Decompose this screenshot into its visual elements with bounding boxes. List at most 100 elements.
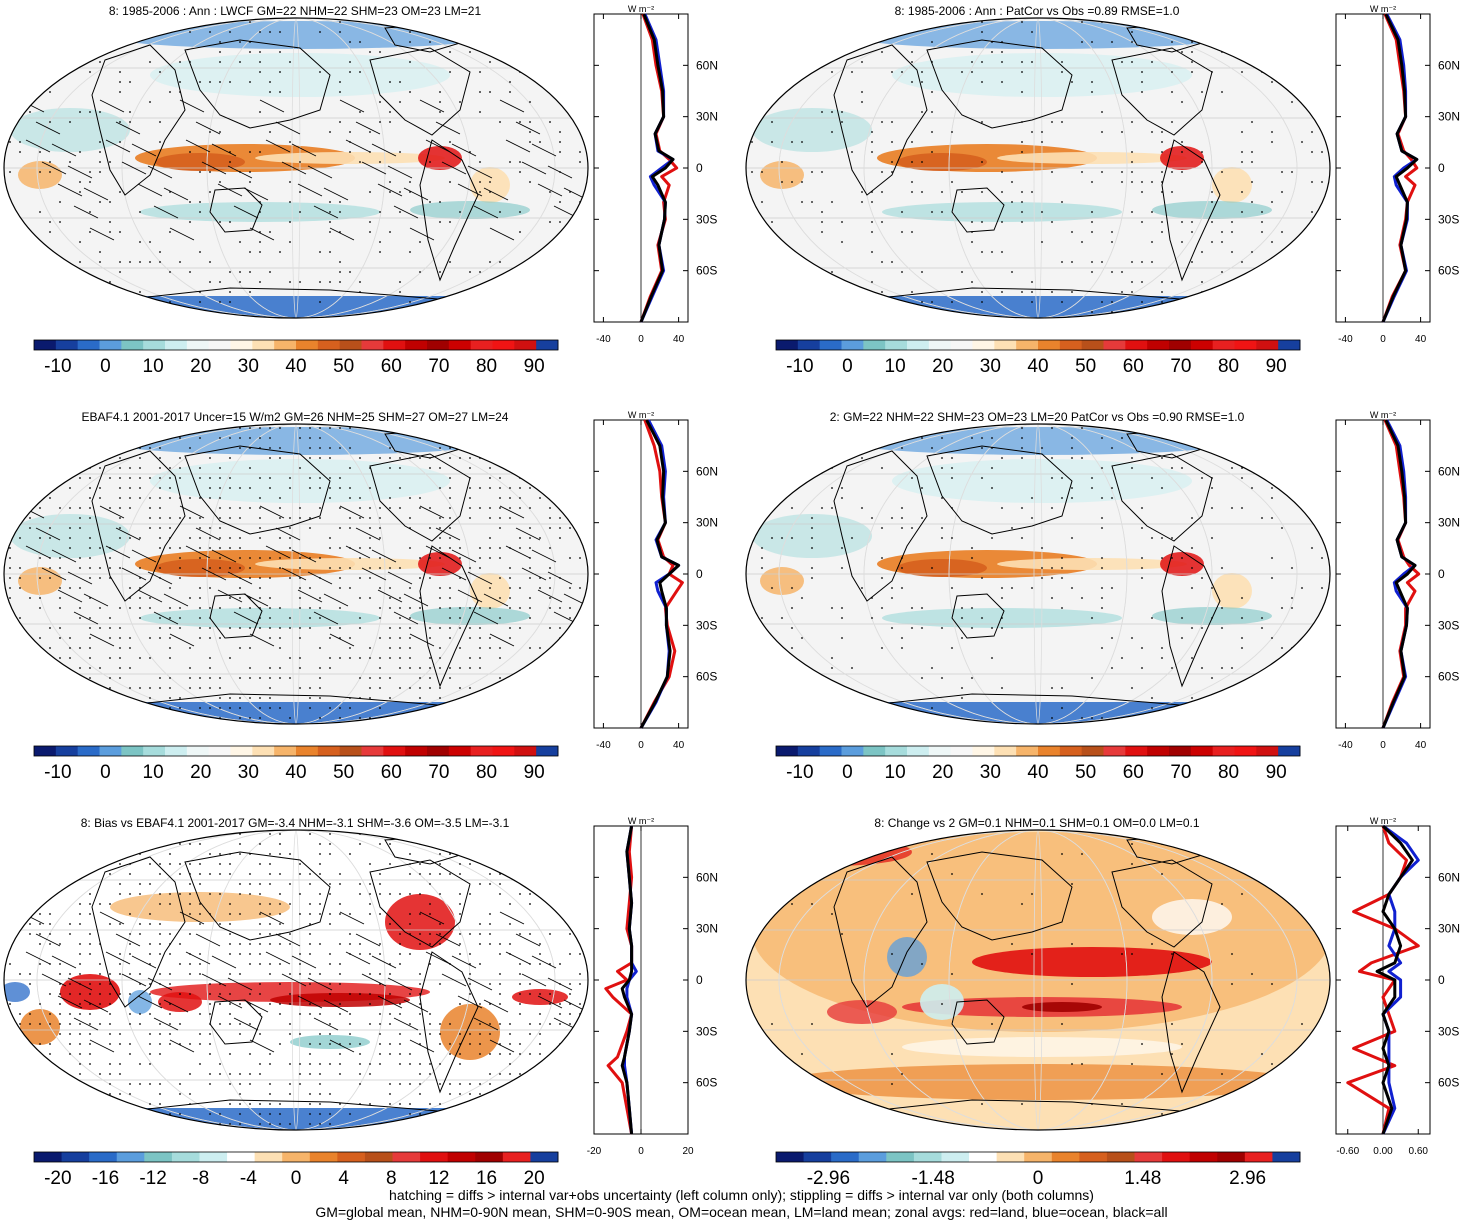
- stipple-dot: [69, 487, 71, 489]
- colorbar-swatch: [1059, 340, 1083, 350]
- stipple-dot: [1201, 301, 1203, 303]
- stipple-dot: [1181, 321, 1183, 323]
- hatch-line: [201, 973, 227, 987]
- stipple-dot: [159, 1083, 161, 1085]
- colorbar-frame: [33, 745, 559, 757]
- stipple-dot: [1271, 131, 1273, 133]
- stipple-dot: [459, 707, 461, 709]
- stipple-dot: [1221, 697, 1223, 699]
- stipple-dot: [1211, 507, 1213, 509]
- stipple-dot: [891, 1083, 893, 1085]
- stipple-dot: [349, 447, 351, 449]
- stipple-dot: [329, 737, 331, 739]
- stipple-dot: [149, 843, 151, 845]
- map-field-patch: [782, 1064, 1302, 1100]
- stipple-dot: [499, 1133, 501, 1135]
- stipple-dot: [1151, 707, 1153, 709]
- stipple-dot: [469, 707, 471, 709]
- hatch-line: [644, 1000, 668, 1012]
- stipple-dot: [179, 893, 181, 895]
- stipple-dot: [299, 607, 301, 609]
- stipple-dot: [389, 507, 391, 509]
- stipple-dot: [821, 231, 823, 233]
- stipple-dot: [369, 697, 371, 699]
- stipple-dot: [1311, 547, 1313, 549]
- stipple-dot: [1131, 121, 1133, 123]
- stipple-dot: [219, 923, 221, 925]
- stipple-dot: [469, 1033, 471, 1035]
- stipple-dot: [239, 1083, 241, 1085]
- stipple-dot: [1161, 457, 1163, 459]
- stipple-dot: [1331, 131, 1333, 133]
- stipple-dot: [359, 993, 361, 995]
- stipple-dot: [159, 1093, 161, 1095]
- stipple-dot: [931, 707, 933, 709]
- stipple-dot: [99, 487, 101, 489]
- stipple-dot: [329, 923, 331, 925]
- stipple-dot: [189, 893, 191, 895]
- stipple-dot: [129, 81, 131, 83]
- stipple-dot: [831, 487, 833, 489]
- stipple-dot: [529, 71, 531, 73]
- colorbar-swatch: [1234, 746, 1257, 756]
- stipple-dot: [479, 91, 481, 93]
- stipple-dot: [189, 61, 191, 63]
- stipple-dot: [1241, 893, 1243, 895]
- stipple-dot: [791, 81, 793, 83]
- stipple-dot: [599, 963, 601, 965]
- stipple-dot: [1121, 321, 1123, 323]
- colorbar-tick-label: 80: [1218, 356, 1239, 377]
- stipple-dot: [229, 547, 231, 549]
- stipple-dot: [49, 707, 51, 709]
- map-field-patch: [882, 202, 1122, 222]
- colorbar-tick-label: 0: [100, 762, 111, 783]
- stipple-dot: [761, 517, 763, 519]
- stipple-dot: [59, 447, 61, 449]
- stipple-dot: [119, 657, 121, 659]
- colorbar-tick-label: 10: [143, 356, 164, 377]
- stipple-dot: [489, 883, 491, 885]
- stipple-dot: [399, 1033, 401, 1035]
- map-field-patch: [155, 153, 245, 171]
- stipple-dot: [509, 1133, 511, 1135]
- zonal-lat-label: 30S: [696, 618, 717, 632]
- stipple-dot: [289, 627, 291, 629]
- stipple-dot: [1161, 281, 1163, 283]
- stipple-dot: [469, 657, 471, 659]
- stipple-dot: [1051, 507, 1053, 509]
- stipple-dot: [9, 707, 11, 709]
- stipple-dot: [1221, 91, 1223, 93]
- zonal-lat-label: 0: [1438, 973, 1445, 987]
- stipple-dot: [129, 1053, 131, 1055]
- stipple-dot: [1131, 31, 1133, 33]
- stipple-dot: [159, 1143, 161, 1145]
- stipple-dot: [1341, 311, 1343, 313]
- stipple-dot: [1191, 71, 1193, 73]
- stipple-dot: [389, 923, 391, 925]
- hatch-line: [585, 139, 588, 153]
- map-field-patch: [20, 1009, 60, 1045]
- stipple-dot: [339, 587, 341, 589]
- stipple-dot: [529, 597, 531, 599]
- hatch-line: [291, 549, 317, 563]
- stipple-dot: [831, 1143, 833, 1145]
- stipple-dot: [279, 1113, 281, 1115]
- stipple-dot: [189, 993, 191, 995]
- hatch-line: [425, 545, 451, 559]
- stipple-dot: [339, 1143, 341, 1145]
- stipple-dot: [59, 1083, 61, 1085]
- stipple-dot: [1041, 141, 1043, 143]
- stipple-dot: [991, 467, 993, 469]
- stipple-dot: [99, 863, 101, 865]
- stipple-dot: [279, 331, 281, 333]
- stipple-dot: [49, 1123, 51, 1125]
- stipple-dot: [359, 577, 361, 579]
- stipple-dot: [499, 211, 501, 213]
- stipple-dot: [269, 677, 271, 679]
- stipple-dot: [39, 1003, 41, 1005]
- stipple-dot: [801, 181, 803, 183]
- stipple-dot: [259, 627, 261, 629]
- stipple-dot: [519, 627, 521, 629]
- stipple-dot: [389, 1053, 391, 1055]
- stipple-dot: [549, 191, 551, 193]
